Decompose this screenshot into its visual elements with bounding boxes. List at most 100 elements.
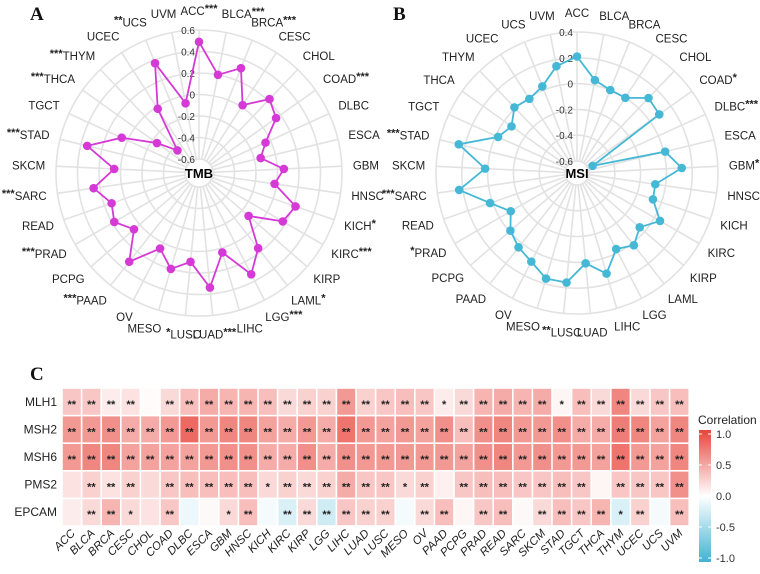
- significance-mark: **: [401, 454, 410, 466]
- significance-mark: **: [499, 509, 508, 521]
- radial-tick-label: 0.4: [559, 28, 573, 39]
- cell-pms2-blca: [82, 471, 101, 498]
- significance-mark: ***: [290, 309, 304, 321]
- grid-spoke: [489, 181, 571, 285]
- category-name: COAD: [699, 75, 732, 87]
- cell-pms2-kirc: [278, 471, 297, 498]
- significance-mark: **: [597, 509, 606, 521]
- cell-epcam-tgct: [572, 499, 591, 526]
- cell-mlh1-pcpg: [454, 388, 473, 415]
- significance-mark: ***: [64, 292, 78, 304]
- significance-mark: **: [479, 399, 488, 411]
- cell-msh2-paad: [435, 416, 454, 443]
- significance-mark: **: [558, 454, 567, 466]
- significance-mark: **: [87, 454, 96, 466]
- radial-tick-label: -0.4: [556, 131, 574, 142]
- significance-mark: **: [362, 399, 371, 411]
- cell-msh2-lgg: [317, 416, 336, 443]
- cell-msh2-meso: [396, 416, 414, 443]
- cell-msh6-read: [494, 444, 512, 470]
- data-point-chol: [644, 93, 653, 103]
- data-point-prad: [109, 217, 119, 227]
- significance-mark: **: [107, 399, 116, 411]
- cell-msh2-thym: [611, 416, 630, 443]
- category-name: READ: [402, 220, 434, 232]
- category-name: BRCA: [628, 19, 660, 31]
- cell-mlh1-stad: [552, 388, 571, 415]
- grid-spoke: [68, 112, 187, 168]
- cell-pms2-dlbc: [180, 471, 199, 498]
- data-point-paad: [514, 243, 523, 252]
- cell-msh6-kich: [258, 444, 277, 470]
- significance-mark: **: [126, 482, 135, 494]
- category-name: THYM: [63, 51, 96, 63]
- significance-mark: **: [499, 454, 508, 466]
- significance-mark: **: [656, 399, 665, 411]
- category-name: MESO: [506, 322, 540, 334]
- correlation-heatmap: MLH1 ** ** ** ** ** ** ** ** ** ** ** ** ** ** ** ** ** **…: [14, 388, 689, 560]
- category-name: UVM: [151, 9, 177, 21]
- row-label-msh6: MSH6: [24, 450, 58, 464]
- significance-mark: **: [656, 482, 665, 494]
- data-point-prad: [506, 206, 516, 216]
- cell-msh2-chol: [141, 416, 160, 443]
- significance-mark: **: [616, 399, 625, 411]
- significance-mark: **: [518, 426, 527, 438]
- category-name: UCEC: [466, 33, 499, 45]
- category-label-ucec: UCEC: [466, 33, 499, 45]
- category-label-pcpg: PCPG: [431, 273, 464, 285]
- data-point-lihc: [218, 248, 227, 257]
- cell-msh2-stad: [552, 416, 571, 443]
- significance-mark: **: [558, 426, 567, 438]
- category-name: THCA: [423, 75, 455, 87]
- cell-epcam-thym: [611, 499, 630, 526]
- data-point-blca: [213, 70, 223, 80]
- category-name: PCPG: [52, 274, 85, 286]
- cell-epcam-hnsc: [239, 499, 258, 526]
- significance-mark: **: [224, 482, 233, 494]
- significance-mark: **: [381, 454, 390, 466]
- cell-epcam-kirp: [298, 499, 316, 526]
- grid-spoke: [583, 181, 665, 285]
- data-point-ov: [527, 257, 536, 266]
- category-name: LUAD: [577, 327, 608, 339]
- data-point-thca: [507, 122, 516, 131]
- cell-mlh1-brca: [102, 388, 120, 415]
- cell-msh2-hnsc: [239, 416, 258, 443]
- data-point-uvm: [181, 99, 190, 108]
- radial-tick-label: 0.4: [181, 48, 195, 59]
- radial-tick-label: 0.6: [181, 26, 195, 37]
- category-label-meso: MESO: [127, 323, 161, 335]
- data-point-coad: [654, 110, 664, 119]
- panel-label-a: A: [30, 4, 44, 25]
- radial-tick-label: 0: [567, 80, 573, 91]
- category-label-laml: LAML: [668, 294, 699, 306]
- legend-tick-label: 1.0: [716, 429, 731, 441]
- data-point-laml: [629, 241, 639, 250]
- category-label-skcm: SKCM: [12, 160, 45, 172]
- grid-spoke: [157, 186, 196, 311]
- data-point-hnsc: [270, 179, 279, 189]
- significance-mark: **: [264, 426, 273, 438]
- cell-msh6-lihc: [337, 444, 356, 470]
- category-label-thym: ***THYM: [50, 48, 95, 63]
- category-name: PCPG: [431, 273, 464, 285]
- category-label-tgct: TGCT: [408, 102, 439, 114]
- category-label-thca: ***THCA: [31, 71, 75, 86]
- radial-tick-label: -0.2: [178, 112, 196, 123]
- category-label-kich: KICH*: [344, 218, 376, 233]
- cell-pms2-skcm: [533, 471, 552, 498]
- category-name: GBM: [353, 160, 379, 172]
- data-point-gbm: [677, 163, 687, 173]
- grid-spoke: [562, 184, 577, 314]
- grid-spoke: [211, 112, 330, 168]
- grid-spoke: [74, 179, 188, 246]
- grid-spoke: [132, 185, 194, 301]
- category-label-ov: OV: [495, 310, 512, 322]
- radial-tick-label: -0.2: [556, 105, 574, 116]
- significance-mark: **: [675, 399, 684, 411]
- category-name: BRCA: [251, 18, 283, 30]
- cell-pms2-luad: [356, 471, 375, 498]
- cell-epcam-ucs: [650, 499, 669, 526]
- significance-mark: **: [185, 426, 194, 438]
